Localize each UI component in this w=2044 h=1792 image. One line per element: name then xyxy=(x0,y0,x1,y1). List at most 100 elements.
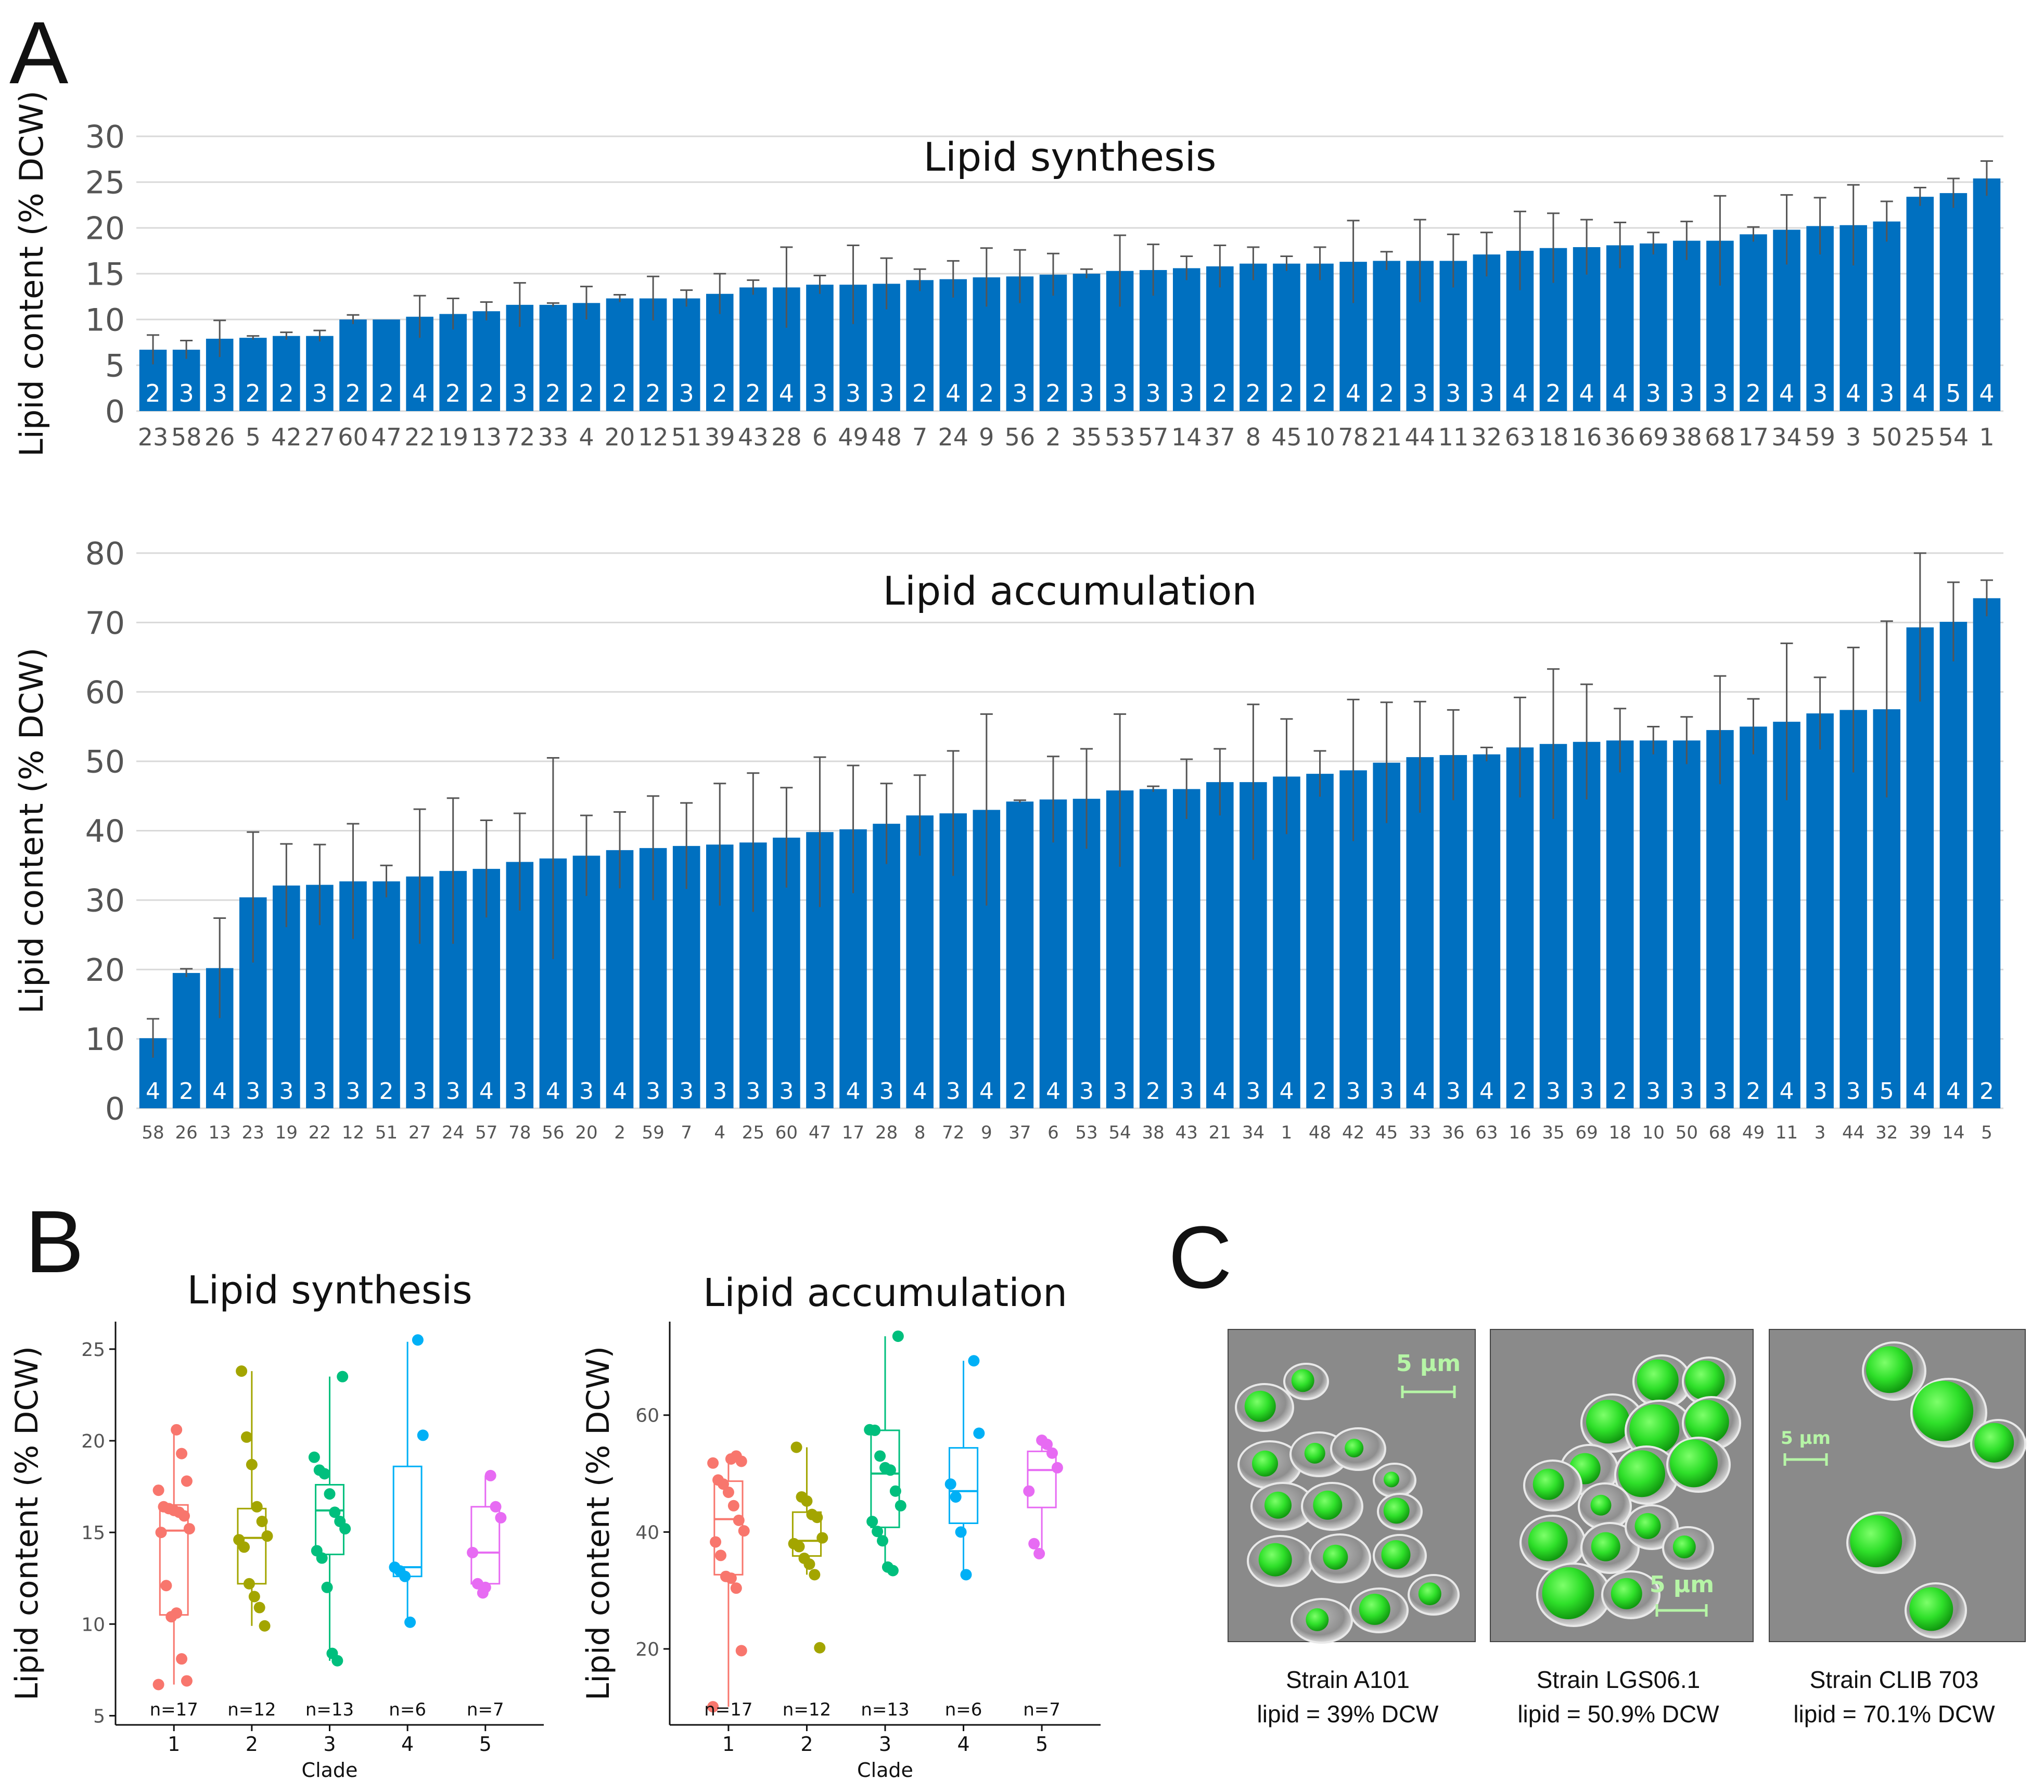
x-tick-label: 53 xyxy=(1105,423,1135,451)
y-tick-label: 70 xyxy=(85,605,125,642)
bar xyxy=(1939,622,1968,1108)
x-tick-label: 6 xyxy=(1047,1122,1059,1143)
x-tick-label: 14 xyxy=(1171,423,1202,451)
bar xyxy=(1973,598,2001,1108)
replicate-count-label: 3 xyxy=(446,1078,461,1105)
x-tick-label: 60 xyxy=(775,1122,798,1143)
sample-size-label: n=6 xyxy=(389,1699,426,1720)
x-tick-label: 5 xyxy=(479,1733,492,1756)
bar xyxy=(1906,197,1934,411)
bar xyxy=(1906,627,1934,1108)
bar xyxy=(306,336,334,411)
x-tick-label: 2 xyxy=(1045,423,1061,451)
x-tick-label: 20 xyxy=(605,423,635,451)
replicate-count-label: 3 xyxy=(1446,379,1461,407)
panel-label-c: C xyxy=(1168,1208,1232,1307)
x-tick-label: 57 xyxy=(475,1122,497,1143)
data-point xyxy=(712,1474,724,1486)
lipid-accumulation-bar-chart: 0 10 20 30 40 50 60 70 80 Lipid accumulation Lipid… xyxy=(12,536,2003,1143)
x-tick-label: 1 xyxy=(168,1733,180,1756)
data-point xyxy=(798,1552,810,1564)
replicate-count-label: 3 xyxy=(946,1078,961,1105)
x-tick-label: 54 xyxy=(1108,1122,1131,1143)
x-tick-label: 17 xyxy=(842,1122,864,1143)
data-point xyxy=(796,1491,808,1503)
data-point xyxy=(256,1515,268,1527)
x-tick-label: 32 xyxy=(1875,1122,1898,1143)
data-point xyxy=(892,1330,904,1342)
replicate-count-label: 4 xyxy=(979,1078,994,1105)
bar xyxy=(1039,799,1067,1108)
data-point xyxy=(490,1501,502,1513)
replicate-count-label: 2 xyxy=(1313,1078,1327,1105)
replicate-count-label: 3 xyxy=(746,1078,760,1105)
x-tick-label: 68 xyxy=(1709,1122,1731,1143)
replicate-count-label: 2 xyxy=(612,379,627,407)
y-tick-label: 20 xyxy=(85,952,125,989)
data-point xyxy=(879,1462,891,1474)
replicate-count-label: 3 xyxy=(1579,1078,1594,1105)
data-point xyxy=(236,1365,248,1377)
data-point xyxy=(313,1464,325,1476)
panel-label-a: A xyxy=(9,4,69,103)
x-tick-label: 18 xyxy=(1538,423,1569,451)
x-tick-label: 26 xyxy=(205,423,235,451)
replicate-count-label: 3 xyxy=(1246,1078,1260,1105)
bar xyxy=(1639,243,1667,411)
lipid-droplet xyxy=(1629,1404,1680,1455)
x-tick-label: 3 xyxy=(879,1733,891,1756)
replicate-count-label: 4 xyxy=(1512,379,1527,407)
replicate-count-label: 4 xyxy=(846,1078,861,1105)
data-point xyxy=(240,1431,252,1443)
x-tick-label: 56 xyxy=(542,1122,564,1143)
replicate-count-label: 4 xyxy=(1913,1078,1927,1105)
data-point xyxy=(246,1458,258,1470)
data-point xyxy=(730,1582,742,1594)
x-tick-label: 50 xyxy=(1871,423,1902,451)
data-point xyxy=(707,1457,719,1469)
replicate-count-label: 3 xyxy=(879,379,894,407)
replicate-count-label: 3 xyxy=(812,1078,827,1105)
bar xyxy=(572,855,601,1108)
replicate-count-label: 2 xyxy=(479,379,494,407)
replicate-count-label: 4 xyxy=(1846,379,1861,407)
sample-size-label: n=12 xyxy=(783,1699,831,1720)
bar xyxy=(1673,740,1701,1108)
chart-title: Lipid accumulation xyxy=(703,1271,1067,1315)
bar xyxy=(239,338,267,411)
replicate-count-label: 4 xyxy=(1479,1078,1494,1105)
replicate-count-label: 3 xyxy=(1079,1078,1094,1105)
bar xyxy=(1606,245,1634,411)
replicate-count-label: 2 xyxy=(1246,379,1261,407)
replicate-count-label: 2 xyxy=(579,379,594,407)
data-point xyxy=(233,1534,245,1546)
replicate-count-label: 2 xyxy=(1146,1078,1160,1105)
data-point xyxy=(720,1570,732,1582)
data-point xyxy=(484,1469,496,1481)
x-tick-label: 36 xyxy=(1442,1122,1464,1143)
micrograph-image: 5 µm xyxy=(1769,1329,2026,1642)
replicate-count-label: 4 xyxy=(1780,1078,1794,1105)
replicate-count-label: 3 xyxy=(212,379,227,407)
x-tick-label: 69 xyxy=(1638,423,1669,451)
replicate-count-label: 3 xyxy=(1112,379,1127,407)
data-point xyxy=(334,1515,346,1527)
x-tick-label: 45 xyxy=(1271,423,1302,451)
y-tick-label: 60 xyxy=(635,1405,659,1427)
x-tick-label: 49 xyxy=(1742,1122,1765,1143)
x-tick-label: 3 xyxy=(323,1733,336,1756)
replicate-count-label: 2 xyxy=(246,379,261,407)
micrograph-image: 5 µm xyxy=(1228,1329,1476,1644)
x-tick-label: 49 xyxy=(838,423,868,451)
bar xyxy=(1806,713,1834,1108)
lipid-droplet xyxy=(1345,1439,1364,1457)
sample-size-label: n=17 xyxy=(704,1699,752,1720)
data-point xyxy=(788,1538,800,1550)
micrograph-caption-1: Strain A101 lipid = 39% DCW xyxy=(1223,1662,1473,1731)
bar xyxy=(339,319,367,411)
x-tick-label: 43 xyxy=(738,423,769,451)
x-tick-label: 5 xyxy=(1981,1122,1992,1143)
replicate-count-label: 2 xyxy=(379,1078,394,1105)
data-point xyxy=(809,1569,821,1581)
